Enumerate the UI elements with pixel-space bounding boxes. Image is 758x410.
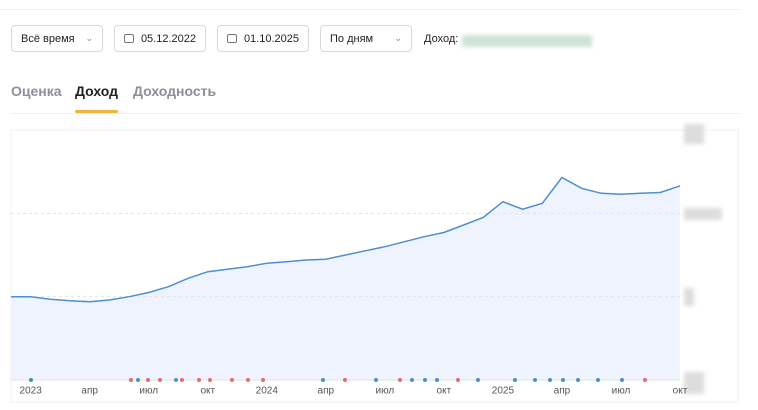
date-to[interactable]: 01.10.2025 [217,25,309,52]
x-tick-label: 2025 [492,386,515,397]
event-dots [29,378,647,382]
divider [0,9,740,10]
date-to-text: 01.10.2025 [243,32,299,45]
tab[interactable]: Доход [75,83,119,99]
x-tick-label: июл [139,386,158,397]
calendar-icon [227,34,237,43]
tab[interactable]: Доходность [133,83,217,99]
x-tick-label: апр [554,386,571,397]
divider [11,113,740,114]
x-tick-label: июл [612,386,631,397]
line [11,176,681,303]
period-text: Всё время [21,32,75,45]
period-select[interactable]: Всё время ⌄ [11,25,103,52]
x-tick-label: окт [673,386,688,397]
grouping-text: По дням [330,32,374,45]
chevron: ⌄ [394,33,402,43]
active-tab-indicator [75,110,118,113]
blurred-axis [684,124,722,394]
date-from[interactable]: 05.12.2022 [114,25,206,52]
area [11,177,680,380]
calendar-icon [124,34,134,43]
x-tick-label: апр [318,386,335,397]
income-label: Доход: [424,33,459,45]
x-tick-label: окт [200,386,215,397]
date-from-text: 05.12.2022 [140,32,196,45]
x-tick-label: окт [437,386,452,397]
chevron: ⌄ [85,33,93,43]
x-tick-label: 2024 [256,386,279,397]
blurred-value [462,35,592,47]
grouping-select[interactable]: По дням ⌄ [320,25,412,52]
x-tick-label: июл [376,386,395,397]
tab[interactable]: Оценка [11,83,62,99]
x-tick-label: 2023 [20,386,43,397]
chart-frame [10,129,739,403]
x-tick-label: апр [81,386,98,397]
